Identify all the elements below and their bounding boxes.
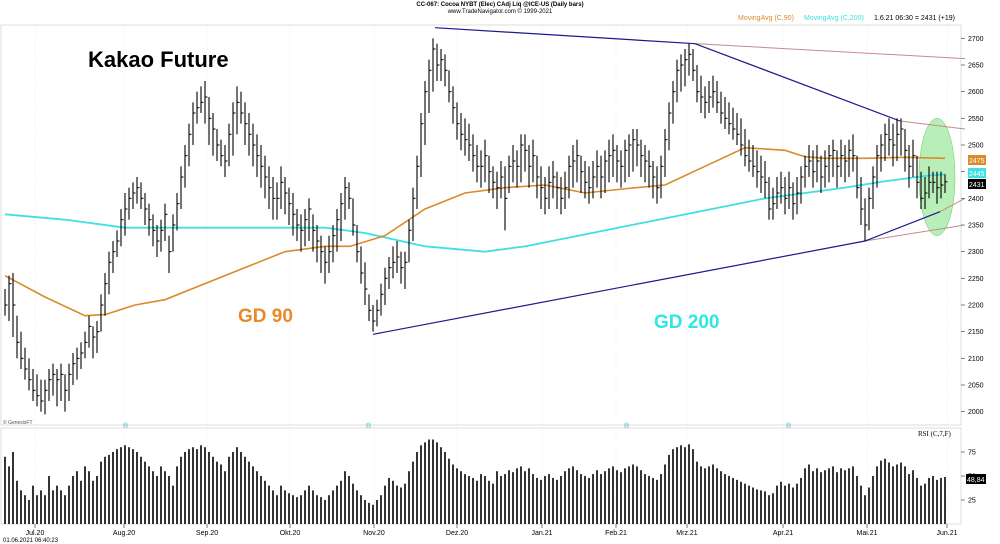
- ma200-line: [4, 173, 946, 253]
- event-marker-icon: ®: [366, 422, 372, 430]
- ma200-price-tag-bg: [968, 168, 986, 178]
- date-axis-label: Dez.20: [446, 530, 468, 537]
- rsi-axis-label: 25: [968, 498, 976, 505]
- trendlines: [372, 27, 966, 335]
- main-title: Kakao Future: [88, 47, 229, 72]
- event-marker-icon: ®: [624, 422, 630, 430]
- date-axis-label: Aug.20: [113, 530, 135, 537]
- chart-header-copyright: www.TradeNavigator.com © 1999-2021: [447, 8, 553, 15]
- price-axis-label: 2100: [968, 356, 984, 363]
- ma90-price-tag: 2475: [969, 158, 985, 165]
- footer-timestamp: 01.06.2021 06:40:23: [3, 538, 59, 544]
- lower-trendline-extension: [939, 197, 966, 213]
- price-axis: 2000205021002150220022502300235024002450…: [961, 36, 984, 416]
- genesis-label: © GenesisFT: [3, 419, 33, 426]
- price-axis-label: 2400: [968, 196, 984, 203]
- legend-ma200: MovingAvg (C,200): [804, 15, 864, 22]
- rsi-value-tag: 48,84: [967, 477, 985, 484]
- legend-ma90: MovingAvg (C,90): [738, 15, 794, 22]
- event-marker-icon: ®: [786, 422, 792, 430]
- price-axis-label: 2300: [968, 249, 984, 256]
- chart-status: 1.6.21 06:30 = 2431 (+19): [874, 15, 955, 22]
- event-marker-icon: ®: [123, 422, 129, 430]
- price-axis-label: 2250: [968, 276, 984, 283]
- price-axis-label: 2050: [968, 383, 984, 390]
- date-axis-label: Mrz.21: [676, 530, 698, 537]
- lower-trendline-extension: [864, 224, 966, 242]
- price-axis-label: 2350: [968, 223, 984, 230]
- rsi-bars: [4, 439, 946, 524]
- upper-trendline-extension: [694, 43, 966, 60]
- date-axis-label: Mai.21: [856, 530, 877, 537]
- price-axis-label: 2700: [968, 36, 984, 43]
- price-axis-label: 2650: [968, 63, 984, 70]
- ma200-price-tag: 2445: [969, 171, 985, 178]
- date-axis-label: Nov.20: [363, 530, 385, 537]
- date-axis: Jul.20 Aug.20 Sep.20 Okt.20 Nov.20 Dez.20 Jan.…: [26, 524, 958, 537]
- rsi-title: RSI (C,7,F): [918, 430, 952, 438]
- chart-grid: [34, 25, 948, 524]
- date-axis-label: Jul.20: [26, 530, 45, 537]
- price-axis-label: 2500: [968, 143, 984, 150]
- price-axis-label: 2550: [968, 116, 984, 123]
- last-price-tag-bg: [968, 179, 986, 189]
- gd90-label: GD 90: [238, 306, 293, 327]
- price-axis-label: 2150: [968, 329, 984, 336]
- upper-trendline-extension: [899, 120, 966, 130]
- date-axis-label: Okt.20: [280, 530, 301, 537]
- last-price-tag: 2431: [969, 182, 985, 189]
- chart-header-title: CC-067: Cocoa NYBT (Elec) CAdj Liq @ICE-…: [416, 2, 583, 8]
- price-bars: [4, 38, 948, 415]
- date-axis-label: Jan.21: [531, 530, 552, 537]
- price-axis-label: 2600: [968, 89, 984, 96]
- ma90-price-tag-bg: [968, 155, 986, 165]
- ma90-line: [4, 146, 946, 317]
- price-axis-label: 2200: [968, 303, 984, 310]
- gd200-label: GD 200: [654, 312, 719, 333]
- price-axis-label: 2000: [968, 409, 984, 416]
- date-axis-label: Jun.21: [936, 530, 957, 537]
- rsi-value-tag-bg: [966, 474, 986, 484]
- event-markers: ® ® ® ®: [123, 422, 792, 430]
- upper-trendline: [434, 27, 901, 122]
- date-axis-label: Apr.21: [773, 530, 793, 537]
- date-axis-label: Feb.21: [605, 530, 627, 537]
- date-axis-label: Sep.20: [196, 530, 218, 537]
- rsi-axis-label: 75: [968, 450, 976, 457]
